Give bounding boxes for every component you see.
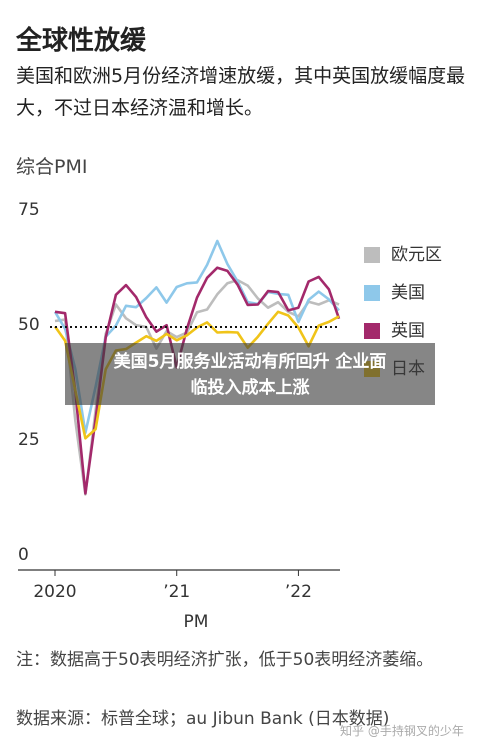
- legend-swatch: [364, 247, 380, 263]
- x-tick-label: ’22: [285, 582, 312, 602]
- y-tick-label: 50: [18, 315, 40, 335]
- chart-subtitle: 美国和欧洲5月份经济增速放缓，其中英国放缓幅度最大，不过日本经济温和增长。: [16, 65, 466, 119]
- chart-title: 全球性放缓: [16, 26, 147, 56]
- legend-label: 美国: [391, 283, 425, 303]
- legend-label: 欧元区: [391, 245, 442, 265]
- legend-label: 英国: [391, 321, 425, 341]
- x-tick-label: 2020: [33, 582, 76, 602]
- overlay-headline: 美国5月服务业活动有所回升 企业面临投入成本上涨: [113, 352, 387, 398]
- note: 注：数据高于50表明经济扩张，低于50表明经济萎缩。: [16, 650, 434, 670]
- legend-swatch: [364, 285, 380, 301]
- x-axis-label: PM: [184, 612, 209, 632]
- y-tick-label: 25: [18, 430, 40, 450]
- legend-swatch: [364, 323, 380, 339]
- x-tick-label: ’21: [163, 582, 190, 602]
- overlay-banner: 美国5月服务业活动有所回升 企业面临投入成本上涨: [65, 343, 435, 405]
- y-tick-label: 75: [18, 200, 40, 220]
- y-axis-label: 综合PMI: [16, 156, 88, 178]
- watermark: 知乎 @手持钢叉的少年: [340, 724, 464, 738]
- y-tick-label: 0: [18, 545, 29, 565]
- source: 数据来源：标普全球；au Jibun Bank (日本数据): [16, 709, 390, 729]
